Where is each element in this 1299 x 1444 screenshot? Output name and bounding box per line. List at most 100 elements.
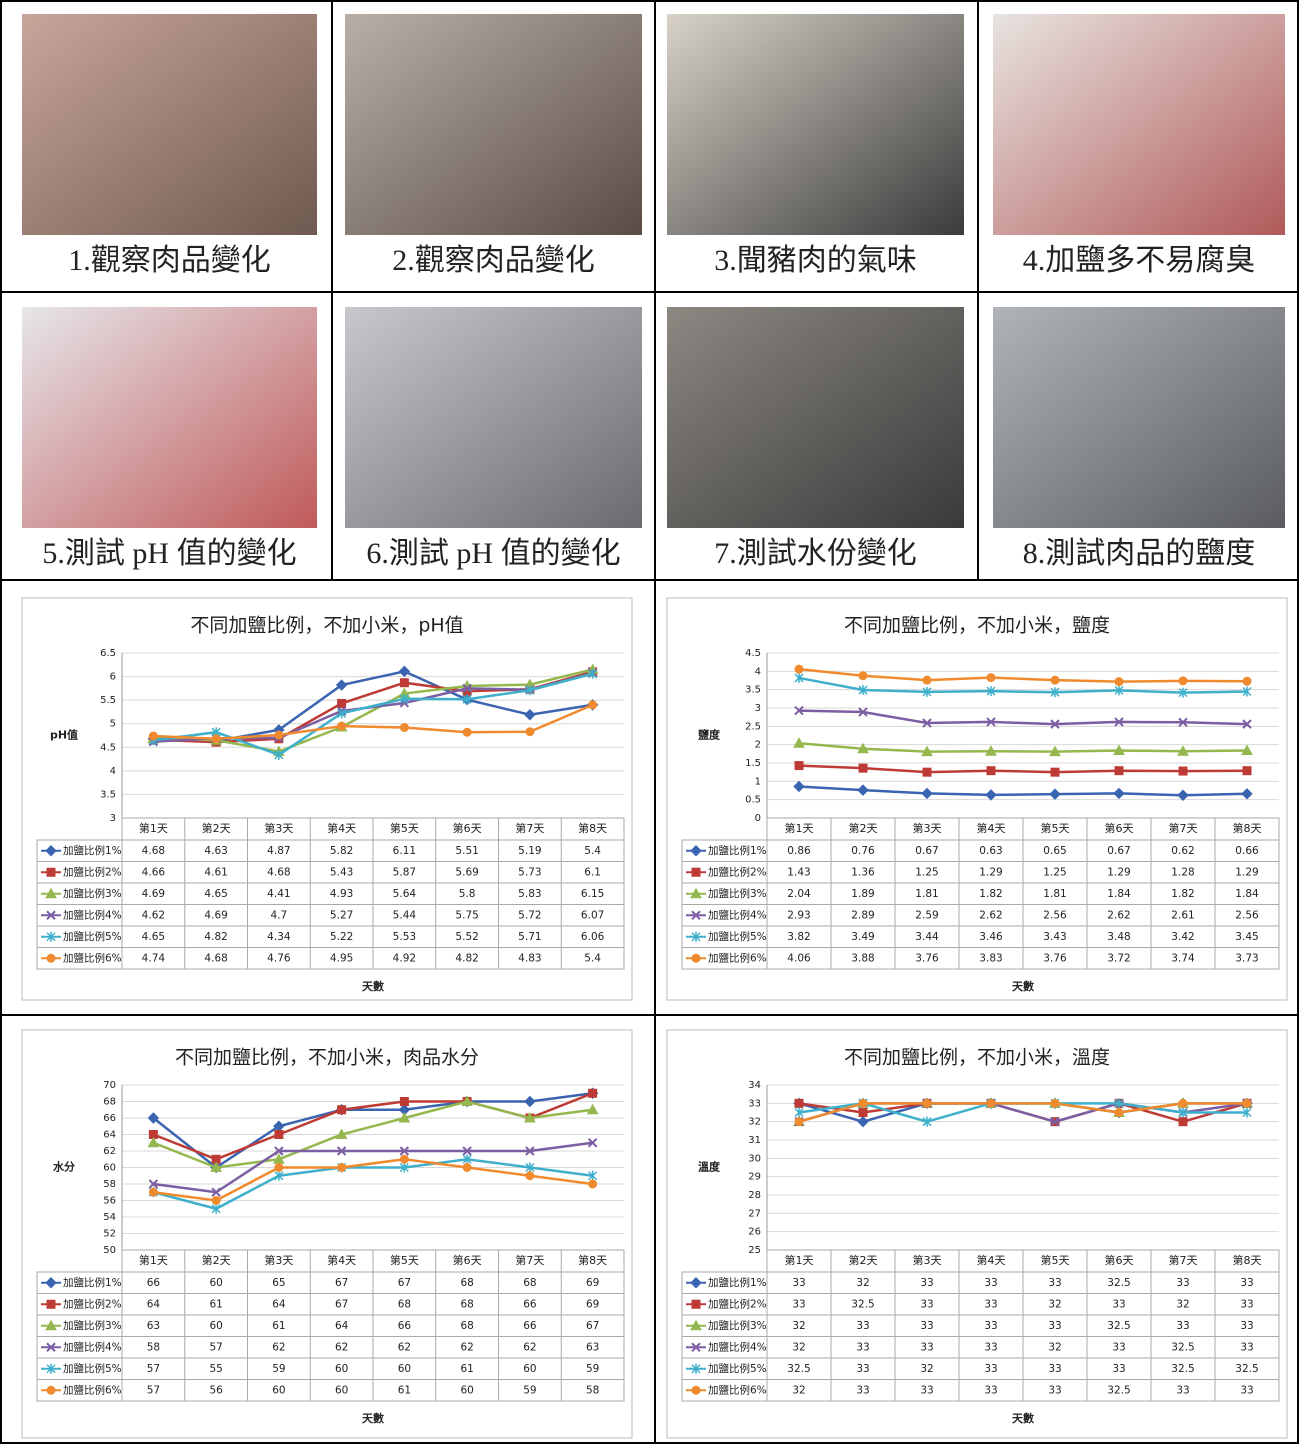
legend-label: 加鹽比例1%	[63, 844, 122, 857]
legend-label: 加鹽比例4%	[63, 908, 122, 921]
marker	[147, 1136, 160, 1148]
table-cell: 32.5	[1171, 1363, 1194, 1375]
table-cell: 59	[272, 1363, 285, 1375]
table-cell: 67	[335, 1277, 348, 1289]
y-tick-label: 54	[103, 1212, 116, 1223]
marker	[525, 727, 535, 737]
table-cell: 6.15	[581, 888, 604, 900]
table-cell: 1.43	[787, 866, 810, 878]
marker	[922, 1116, 932, 1127]
marker	[690, 1277, 702, 1289]
photo	[667, 14, 964, 235]
y-tick-label: 56	[103, 1196, 116, 1207]
series-line	[153, 672, 593, 757]
table-cell: 59	[523, 1384, 536, 1396]
table-cell: 1.81	[915, 888, 938, 900]
marker	[525, 1146, 535, 1156]
marker	[986, 1098, 996, 1108]
marker	[462, 694, 472, 705]
x-tick-label: 第7天	[1169, 821, 1198, 835]
marker	[46, 931, 56, 942]
table-cell: 67	[335, 1298, 348, 1310]
marker	[586, 1103, 599, 1115]
table-cell: 4.82	[204, 931, 227, 943]
marker	[148, 731, 158, 741]
legend-label: 加鹽比例6%	[63, 1383, 122, 1396]
marker	[858, 1108, 868, 1117]
photo-caption: 6.測試 pH 值的變化	[366, 537, 620, 570]
marker	[274, 1146, 284, 1156]
series-line	[153, 1157, 593, 1211]
x-tick-label: 第6天	[453, 1253, 482, 1267]
table-cell: 2.59	[915, 909, 938, 921]
marker	[335, 1128, 348, 1139]
table-cell: 5.64	[393, 888, 417, 900]
marker	[858, 671, 868, 681]
table-cell: 60	[209, 1277, 222, 1289]
series-line	[798, 741, 1248, 753]
x-tick-label: 第6天	[1105, 821, 1134, 835]
marker	[986, 766, 996, 776]
legend-label: 加鹽比例6%	[708, 951, 767, 964]
x-tick-label: 第4天	[327, 821, 356, 835]
chart-frame	[666, 1029, 1288, 1439]
legend-label: 加鹽比例3%	[708, 1319, 767, 1332]
table-cell: 0.63	[979, 845, 1002, 857]
table-cell: 32.5	[787, 1363, 810, 1375]
table-cell: 57	[147, 1384, 160, 1396]
table-cell: 0.76	[851, 845, 875, 857]
marker	[985, 789, 997, 801]
legend-label: 加鹽比例4%	[708, 1340, 767, 1353]
table-cell: 4.83	[518, 952, 541, 964]
marker	[46, 910, 56, 920]
table-cell: 33	[984, 1363, 997, 1375]
table-cell: 3.48	[1107, 931, 1130, 943]
table-cell: 32	[920, 1363, 933, 1375]
table-cell: 33	[1176, 1384, 1189, 1396]
table-cell: 4.41	[267, 888, 290, 900]
marker	[588, 1170, 598, 1181]
marker	[46, 867, 56, 877]
marker	[274, 1163, 284, 1172]
table-cell: 1.29	[1107, 866, 1130, 878]
photo	[22, 14, 317, 235]
photo	[345, 14, 642, 235]
series-line	[798, 709, 1248, 726]
table-cell: 3.44	[915, 931, 939, 943]
table-cell: 6.07	[581, 909, 604, 921]
x-tick-label: 第2天	[202, 821, 231, 835]
marker	[399, 678, 409, 688]
table-cell: 62	[335, 1341, 348, 1353]
y-tick-label: 6	[110, 672, 116, 683]
y-tick-label: 30	[748, 1153, 761, 1164]
marker	[335, 679, 348, 691]
table-cell: 55	[209, 1363, 222, 1375]
table-cell: 3.76	[1043, 952, 1067, 964]
x-tick-label: 第3天	[913, 821, 942, 835]
y-tick-label: 3	[110, 813, 116, 824]
marker	[1178, 1098, 1188, 1108]
marker	[274, 749, 284, 760]
table-cell: 3.82	[787, 931, 810, 943]
table-cell: 3.88	[851, 952, 874, 964]
y-tick-label: 5.5	[100, 695, 116, 706]
series-line	[152, 1100, 593, 1169]
marker	[858, 707, 868, 717]
x-tick-label: 第6天	[1105, 1253, 1134, 1267]
table-cell: 1.28	[1171, 866, 1194, 878]
table-cell: 33	[1112, 1298, 1125, 1310]
marker	[588, 700, 598, 710]
legend-label: 加鹽比例5%	[708, 1362, 767, 1375]
marker	[211, 1203, 221, 1214]
marker	[588, 668, 598, 679]
photo-caption: 8.測試肉品的鹽度	[1023, 537, 1256, 570]
table-cell: 32	[1048, 1341, 1061, 1353]
marker	[525, 1171, 535, 1181]
legend-label: 加鹽比例4%	[63, 1340, 122, 1353]
table-cell: 61	[272, 1320, 285, 1332]
table-cell: 4.93	[330, 888, 353, 900]
table-cell: 33	[984, 1341, 997, 1353]
table-cell: 32	[856, 1277, 869, 1289]
table-cell: 6.11	[393, 845, 416, 857]
